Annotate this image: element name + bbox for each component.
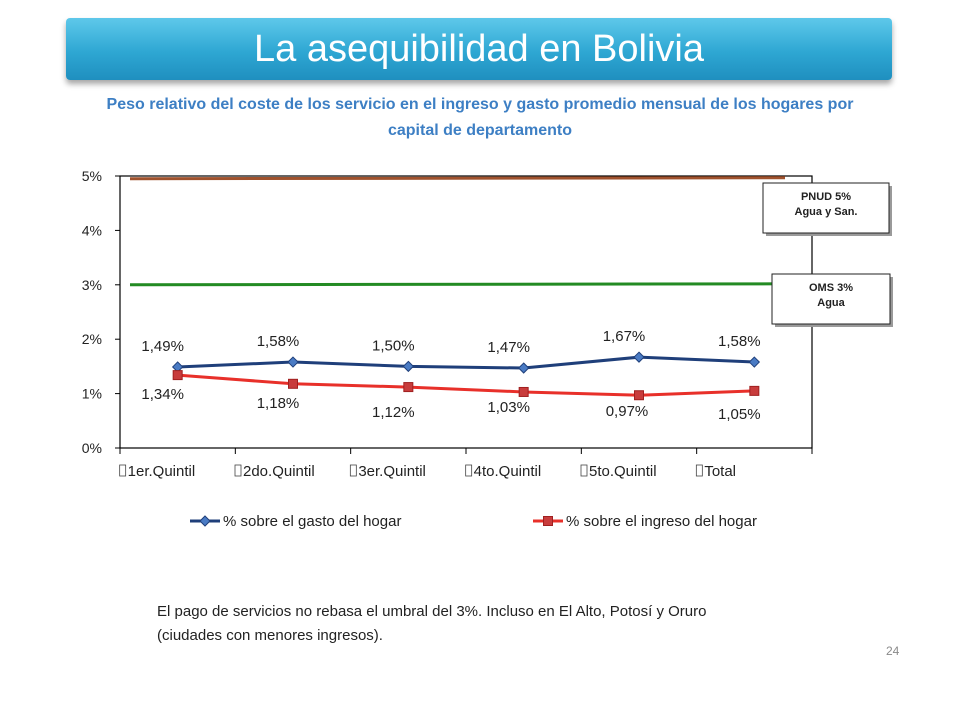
reference-line bbox=[129, 176, 786, 181]
data-point-marker bbox=[288, 378, 298, 389]
reference-callout-line2: Agua y San. bbox=[795, 206, 858, 218]
y-tick-label: 2% bbox=[82, 331, 102, 347]
data-label: 1,03% bbox=[487, 399, 530, 416]
reference-callout-line2: Agua bbox=[817, 297, 845, 309]
data-point-marker bbox=[634, 390, 644, 401]
data-label: 1,67% bbox=[603, 328, 646, 345]
chart-subtitle: Peso relativo del coste de los servicio … bbox=[106, 96, 854, 139]
x-label-glyph-icon bbox=[119, 464, 127, 477]
x-label-glyph-icon bbox=[580, 464, 588, 477]
reference-callout bbox=[771, 273, 891, 325]
data-point-marker bbox=[287, 356, 299, 368]
y-tick-label: 1% bbox=[82, 386, 102, 402]
series-line bbox=[177, 373, 755, 397]
reference-callout-line1: OMS 3% bbox=[809, 282, 853, 294]
x-label-glyph-icon bbox=[234, 464, 242, 477]
page-number: 24 bbox=[886, 644, 900, 658]
data-label: 1,58% bbox=[718, 333, 761, 350]
data-point-marker bbox=[517, 362, 530, 374]
data-label: 1,50% bbox=[372, 337, 415, 354]
x-tick-label: 2do.Quintil bbox=[243, 463, 315, 480]
x-label-glyph-icon bbox=[465, 464, 473, 477]
data-label: 1,18% bbox=[257, 395, 300, 412]
reference-callout bbox=[762, 182, 890, 234]
series-line bbox=[177, 355, 755, 370]
data-label: 1,05% bbox=[718, 406, 761, 423]
data-label: 1,34% bbox=[141, 386, 184, 403]
legend-marker bbox=[199, 515, 211, 527]
x-label-glyph-icon bbox=[349, 464, 357, 477]
data-point-marker bbox=[749, 385, 760, 396]
slide-title: La asequibilidad en Bolivia bbox=[254, 27, 704, 70]
plot-area bbox=[119, 175, 813, 449]
x-tick-label: 1er.Quintil bbox=[128, 463, 196, 480]
data-point-marker bbox=[172, 370, 183, 381]
x-tick-label: 4to.Quintil bbox=[474, 463, 542, 480]
data-label: 1,58% bbox=[257, 333, 300, 350]
data-label: 1,12% bbox=[372, 404, 415, 421]
y-tick-label: 0% bbox=[82, 440, 102, 456]
footnote: El pago de servicios no rebasa el umbral… bbox=[157, 603, 707, 644]
data-label: 1,47% bbox=[487, 339, 530, 356]
data-point-marker bbox=[403, 382, 414, 393]
x-tick-label: 5to.Quintil bbox=[589, 463, 657, 480]
legend-label: % sobre el gasto del hogar bbox=[223, 513, 401, 530]
legend-label: % sobre el ingreso del hogar bbox=[566, 513, 757, 530]
data-point-marker bbox=[402, 360, 415, 373]
y-tick-label: 5% bbox=[82, 168, 102, 184]
x-tick-label: 3er.Quintil bbox=[358, 463, 426, 480]
reference-callout-line1: PNUD 5% bbox=[801, 191, 851, 203]
data-point-marker bbox=[518, 386, 529, 397]
y-tick-label: 4% bbox=[82, 222, 102, 238]
data-point-marker bbox=[748, 356, 761, 368]
data-label: 0,97% bbox=[606, 403, 649, 420]
legend-marker bbox=[543, 516, 553, 526]
reference-line bbox=[129, 282, 786, 287]
data-label: 1,49% bbox=[141, 338, 184, 355]
y-tick-label: 3% bbox=[82, 277, 102, 293]
x-tick-label: Total bbox=[704, 463, 736, 480]
slide-title-bar: La asequibilidad en Bolivia bbox=[66, 18, 892, 80]
x-label-glyph-icon bbox=[695, 464, 703, 477]
data-point-marker bbox=[633, 351, 645, 363]
